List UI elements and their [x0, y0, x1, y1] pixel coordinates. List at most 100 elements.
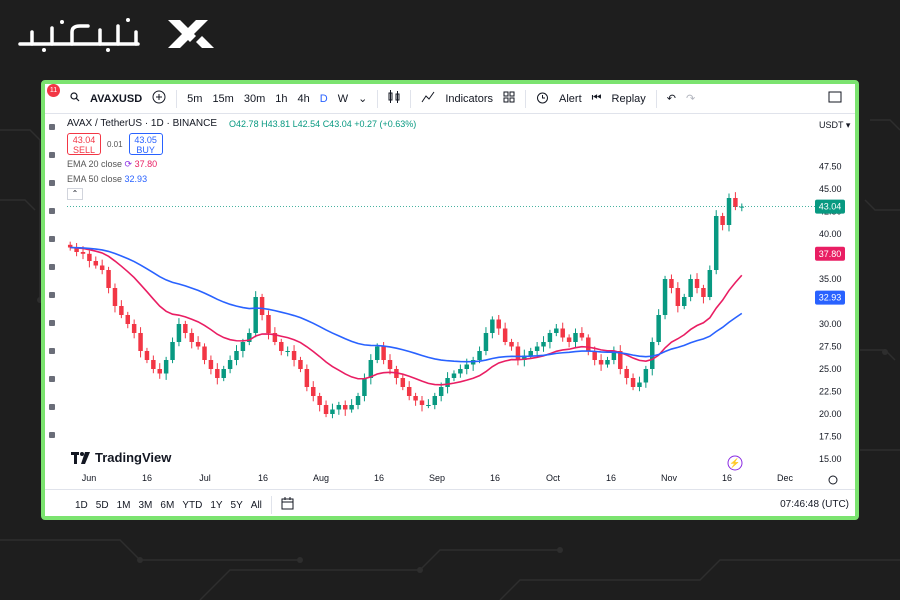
candle-body: [151, 360, 156, 369]
buy-button[interactable]: 43.05 BUY: [128, 133, 163, 155]
drawing-tool-icon[interactable]: [49, 180, 55, 186]
range-5y[interactable]: 5Y: [230, 499, 243, 511]
ohlc-open: O42.78: [229, 118, 259, 129]
range-ytd[interactable]: YTD: [182, 499, 203, 511]
calendar-icon[interactable]: [277, 497, 298, 513]
undo-icon[interactable]: ↶: [666, 93, 677, 105]
timeframe-15m[interactable]: 15m: [212, 92, 234, 105]
bottom-toolbar: 1D 5D 1M 3M 6M YTD 1Y 5Y All 07:46:48 (U…: [45, 489, 855, 516]
gear-icon[interactable]: [828, 475, 838, 485]
candles-icon[interactable]: [383, 90, 405, 107]
candle-body: [592, 351, 597, 360]
alert-icon[interactable]: [531, 91, 554, 107]
drawing-tool-icon[interactable]: [49, 376, 55, 382]
sell-button[interactable]: 43.04 SELL: [67, 133, 101, 155]
fullscreen-icon[interactable]: [823, 91, 847, 106]
candle-body: [208, 360, 214, 369]
candle-body: [445, 378, 450, 387]
replay-icon[interactable]: ⏮: [591, 92, 602, 104]
candle-body: [662, 279, 668, 315]
candle-body: [490, 319, 495, 333]
x-tick-label: 16: [142, 473, 152, 483]
drawing-tool-icon[interactable]: [49, 320, 55, 326]
y-tick-label: 30.00: [819, 319, 842, 329]
candle-body: [688, 279, 693, 297]
timeframe-30m[interactable]: 30m: [243, 92, 266, 105]
range-1d[interactable]: 1D: [75, 499, 88, 511]
x-tick-label: Jun: [82, 473, 97, 483]
candle-body: [419, 400, 425, 405]
drawing-tool-icon[interactable]: [49, 152, 55, 158]
candle-body: [349, 405, 354, 410]
candle-body: [618, 351, 623, 369]
ohlc-low: L42.54: [292, 118, 321, 129]
indicators-button[interactable]: Indicators: [445, 92, 494, 105]
ema20-label: EMA 20 close: [67, 159, 123, 169]
x-tick-label: Aug: [313, 473, 329, 483]
candle-body: [355, 396, 361, 405]
layouts-icon[interactable]: [498, 91, 520, 106]
replay-button[interactable]: Replay: [611, 92, 646, 105]
candle-body: [522, 355, 527, 360]
timeframe-4h[interactable]: 4h: [297, 92, 310, 105]
chart-legend: AVAX / TetherUS · 1D · BINANCE O42.78 H4…: [67, 118, 416, 200]
ema20-legend[interactable]: EMA 20 close ⟳ 37.80: [67, 159, 416, 170]
candle-body: [509, 342, 514, 347]
lightning-icon[interactable]: [727, 455, 743, 471]
ema50-legend[interactable]: EMA 50 close 32.93: [67, 174, 416, 184]
range-6m[interactable]: 6M: [160, 499, 175, 511]
candle-body: [656, 315, 661, 342]
candle-body: [221, 369, 226, 378]
notification-badge[interactable]: 11: [47, 84, 60, 97]
timeframe-5m[interactable]: 5m: [187, 92, 203, 105]
candle-body: [112, 288, 118, 306]
candle-body: [611, 351, 617, 360]
candle-body: [285, 351, 290, 352]
price-chart[interactable]: 15.0017.5020.0022.5025.0027.5030.0032.50…: [45, 114, 855, 489]
toolbar-divider: [410, 89, 412, 108]
drawing-tool-icon[interactable]: [49, 264, 55, 270]
alert-button[interactable]: Alert: [559, 92, 582, 105]
redo-icon[interactable]: ↷: [686, 93, 696, 105]
settings-icon[interactable]: ⟳: [124, 159, 133, 169]
drawing-tool-icon[interactable]: [49, 208, 55, 214]
timeframe-w[interactable]: W: [337, 92, 349, 105]
drawing-tool-icon[interactable]: [49, 236, 55, 242]
collapse-legend-icon[interactable]: ⌃: [67, 188, 83, 200]
candle-body: [374, 346, 380, 360]
candle-body: [534, 346, 540, 351]
chevron-down-icon[interactable]: ⌄: [358, 93, 368, 105]
indicators-icon[interactable]: [416, 91, 440, 106]
timeframe-d[interactable]: D: [319, 92, 328, 105]
range-1m[interactable]: 1M: [116, 499, 131, 511]
range-1y[interactable]: 1Y: [210, 499, 223, 511]
candle-body: [675, 288, 681, 306]
toolbar-divider: [655, 89, 657, 108]
x-tick-label: 16: [490, 473, 500, 483]
search-icon[interactable]: [65, 92, 85, 105]
candle-body: [598, 360, 604, 365]
timeframe-1h[interactable]: 1h: [275, 92, 288, 105]
ohlc-change: +0.27 (+0.63%): [354, 118, 417, 129]
ema50-price-tag: 32.93: [819, 293, 842, 303]
utc-clock[interactable]: 07:46:48 (UTC): [780, 499, 849, 510]
drawing-tool-icon[interactable]: [49, 292, 55, 298]
range-all[interactable]: All: [250, 499, 262, 511]
candle-body: [713, 216, 719, 270]
ema50-label: EMA 50 close: [67, 174, 123, 184]
candle-body: [323, 405, 329, 414]
symbol-name[interactable]: AVAXUSD: [90, 92, 143, 105]
range-3m[interactable]: 3M: [138, 499, 153, 511]
range-5d[interactable]: 5D: [95, 499, 109, 511]
drawing-tool-icon[interactable]: [49, 432, 55, 438]
drawing-tool-icon[interactable]: [49, 348, 55, 354]
candle-body: [464, 364, 470, 369]
add-symbol-icon[interactable]: [147, 90, 171, 107]
candle-body: [368, 360, 374, 378]
candle-body: [215, 369, 220, 378]
drawing-tool-icon[interactable]: [49, 124, 55, 130]
last-price-tag-bg: [815, 199, 845, 214]
candle-body: [144, 351, 150, 360]
drawing-tool-icon[interactable]: [49, 404, 55, 410]
candle-body: [643, 369, 649, 383]
